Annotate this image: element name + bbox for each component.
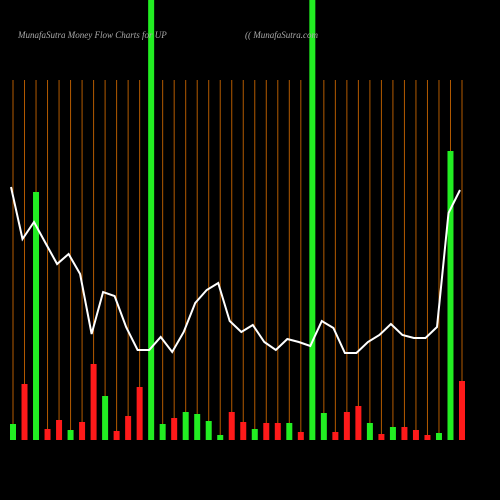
bar xyxy=(447,151,454,440)
bar xyxy=(171,418,178,440)
bar xyxy=(10,424,16,440)
bar xyxy=(366,423,373,440)
bar xyxy=(102,396,109,440)
bar xyxy=(67,430,74,440)
bar xyxy=(148,0,155,440)
bar xyxy=(251,429,258,440)
bar xyxy=(79,422,86,440)
bar xyxy=(136,387,143,440)
bar xyxy=(401,427,408,440)
bar xyxy=(263,423,270,440)
bar xyxy=(90,364,97,440)
bar xyxy=(182,412,189,440)
bar xyxy=(412,430,419,440)
chart-title: MunafaSutra Money Flow Charts for UP xyxy=(17,30,167,40)
bar xyxy=(274,423,281,440)
bar xyxy=(459,381,465,440)
bar xyxy=(309,0,316,440)
bar xyxy=(44,429,51,440)
money-flow-line xyxy=(10,186,461,354)
bar xyxy=(194,414,201,440)
bar xyxy=(217,435,224,440)
bar xyxy=(228,412,235,440)
bar xyxy=(113,431,120,440)
bar xyxy=(33,192,40,440)
bar xyxy=(21,384,28,440)
bar xyxy=(297,432,304,440)
bar xyxy=(286,423,293,440)
bar xyxy=(205,421,212,440)
bar xyxy=(320,413,327,440)
bar xyxy=(378,434,385,440)
chart-subtitle: (( MunafaSutra.com xyxy=(245,30,318,40)
bar xyxy=(343,412,350,440)
bar xyxy=(240,422,247,440)
bar xyxy=(435,433,442,440)
bar xyxy=(355,406,362,440)
bar xyxy=(159,424,166,440)
bar xyxy=(389,427,396,440)
bar xyxy=(125,416,132,440)
bar xyxy=(56,420,63,440)
bar xyxy=(424,435,431,440)
bar xyxy=(332,432,339,440)
